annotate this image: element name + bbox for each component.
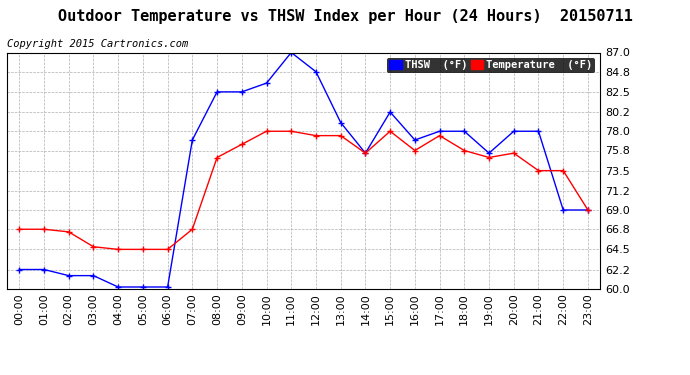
Text: Outdoor Temperature vs THSW Index per Hour (24 Hours)  20150711: Outdoor Temperature vs THSW Index per Ho…: [57, 9, 633, 24]
Text: Copyright 2015 Cartronics.com: Copyright 2015 Cartronics.com: [7, 39, 188, 50]
Legend: THSW  (°F), Temperature  (°F): THSW (°F), Temperature (°F): [387, 58, 595, 73]
